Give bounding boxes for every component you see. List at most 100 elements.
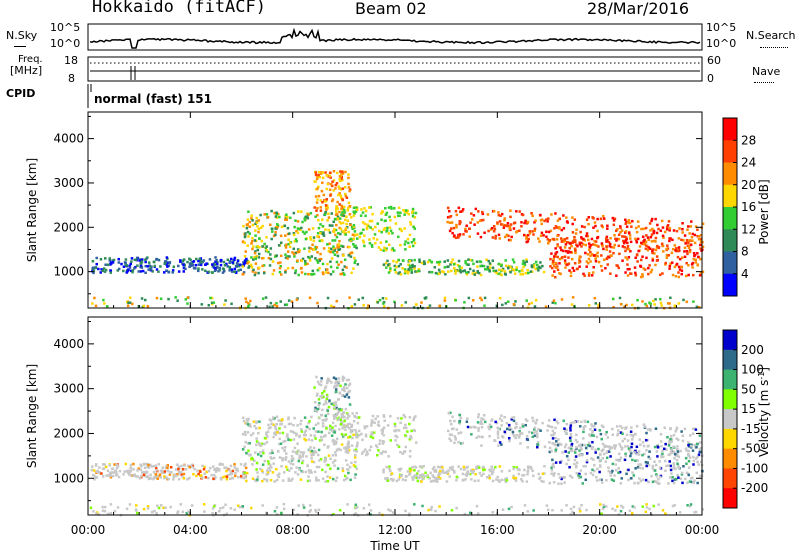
- echo-cell: [297, 459, 301, 463]
- echo-cell: [555, 420, 558, 423]
- echo-cell: [455, 223, 458, 227]
- echo-cell: [230, 302, 233, 306]
- echo-cell: [513, 272, 517, 275]
- echo-cell: [600, 424, 604, 428]
- echo-cell: [598, 459, 602, 462]
- echo-cell: [434, 477, 438, 480]
- echo-cell: [335, 406, 338, 410]
- echo-cell: [283, 445, 287, 449]
- echo-cell: [600, 481, 604, 484]
- echo-cell: [225, 469, 228, 473]
- echo-cell: [230, 270, 234, 273]
- echo-cell: [686, 504, 689, 507]
- echo-cell: [552, 299, 556, 302]
- echo-cell: [580, 225, 584, 228]
- echo-cell: [539, 219, 543, 222]
- echo-cell: [287, 422, 291, 426]
- echo-cell: [155, 474, 159, 478]
- echo-cell: [654, 248, 658, 252]
- echo-cell: [311, 227, 315, 230]
- echo-cell: [583, 420, 587, 423]
- echo-cell: [667, 220, 671, 223]
- echo-cell: [696, 481, 699, 485]
- echo-cell: [317, 453, 320, 457]
- echo-cell: [455, 225, 458, 229]
- echo-cell: [481, 210, 484, 214]
- echo-cell: [274, 255, 277, 258]
- echo-cell: [565, 216, 568, 219]
- echo-cell: [520, 225, 523, 228]
- echo-cell: [508, 225, 512, 229]
- echo-cell: [155, 296, 159, 300]
- echo-cell: [304, 438, 308, 442]
- echo-cell: [614, 445, 617, 448]
- echo-cell: [305, 230, 308, 234]
- echo-cell: [354, 433, 358, 437]
- echo-cell: [434, 470, 438, 473]
- echo-cell: [247, 424, 251, 428]
- echo-cell: [676, 445, 679, 448]
- echo-cell: [467, 296, 471, 300]
- echo-cell: [414, 211, 418, 215]
- echo-cell: [150, 510, 154, 514]
- echo-cell: [325, 463, 328, 467]
- echo-cell: [693, 479, 696, 482]
- echo-cell: [219, 263, 223, 267]
- echo-cell: [532, 474, 535, 478]
- echo-cell: [297, 504, 301, 507]
- echo-cell: [678, 257, 682, 261]
- echo-cell: [314, 430, 318, 433]
- echo-cell: [334, 390, 338, 394]
- echo-cell: [294, 219, 297, 222]
- echo-cell: [434, 478, 437, 481]
- echo-cell: [476, 221, 480, 224]
- echo-cell: [350, 251, 353, 254]
- echo-cell: [369, 509, 373, 512]
- echo-cell: [666, 224, 670, 227]
- echo-cell: [334, 442, 338, 445]
- echo-cell: [690, 220, 693, 223]
- echo-cell: [414, 303, 418, 306]
- echo-cell: [342, 271, 345, 275]
- echo-cell: [647, 238, 651, 242]
- echo-cell: [479, 264, 482, 268]
- echo-cell: [441, 270, 444, 273]
- echo-cell: [239, 263, 242, 266]
- echo-cell: [260, 239, 264, 243]
- echo-cell: [636, 260, 639, 263]
- echo-cell: [548, 441, 551, 444]
- echo-cell: [341, 427, 344, 430]
- echo-cell: [270, 422, 273, 426]
- echo-cell: [93, 475, 97, 478]
- echo-cell: [500, 414, 503, 417]
- echo-cell: [369, 513, 372, 516]
- echo-cell: [688, 434, 692, 437]
- echo-cell: [155, 469, 158, 472]
- echo-cell: [328, 224, 332, 227]
- echo-cell: [402, 208, 405, 212]
- echo-cell: [524, 423, 527, 427]
- echo-cell: [501, 268, 504, 272]
- echo-cell: [697, 234, 701, 238]
- echo-cell: [264, 296, 268, 299]
- echo-cell: [512, 227, 516, 230]
- echo-cell: [525, 419, 529, 423]
- echo-cell: [147, 466, 151, 469]
- echo-cell: [269, 223, 272, 227]
- colorbar-segment: [723, 184, 737, 208]
- echo-cell: [610, 478, 614, 481]
- echo-cell: [412, 239, 416, 242]
- echo-cell: [676, 438, 680, 442]
- echo-cell: [350, 444, 354, 447]
- echo-cell: [673, 244, 677, 247]
- echo-cell: [671, 247, 675, 251]
- echo-cell: [574, 455, 578, 458]
- echo-cell: [574, 438, 578, 442]
- echo-cell: [132, 468, 135, 471]
- echo-cell: [642, 423, 646, 426]
- echo-cell: [398, 214, 401, 218]
- echo-cell: [347, 254, 351, 257]
- echo-cell: [602, 217, 606, 220]
- echo-cell: [203, 472, 206, 475]
- echo-cell: [680, 238, 683, 242]
